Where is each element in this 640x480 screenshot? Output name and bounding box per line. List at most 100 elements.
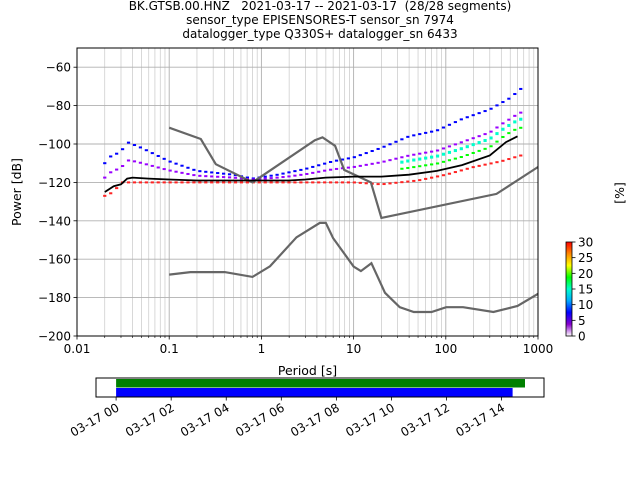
density-bin-lower xyxy=(210,181,214,184)
coverage-tick-label: 03-17 10 xyxy=(343,400,397,439)
density-bin-mid xyxy=(453,143,457,146)
density-bin-lower xyxy=(364,182,368,185)
density-bin-lower xyxy=(519,154,523,157)
density-bin-upper xyxy=(222,172,226,175)
density-bin-mid xyxy=(115,168,119,171)
density-bin-mid xyxy=(287,175,291,178)
density-bin-mid xyxy=(459,141,463,144)
density-bin-upper xyxy=(293,170,297,173)
density-bin-upper xyxy=(430,130,434,133)
density-bin-band xyxy=(489,136,493,140)
density-bin-band xyxy=(406,166,410,169)
colorbar-label: [%] xyxy=(612,182,627,204)
title-line-datalogger: datalogger_type Q330S+ datalogger_sn 643… xyxy=(182,27,458,41)
density-bin-upper xyxy=(328,160,333,163)
density-bin-mid xyxy=(150,164,154,167)
density-bin-band xyxy=(400,160,404,164)
density-bin-band xyxy=(453,157,457,160)
colorbar-tick-label: 15 xyxy=(578,283,593,297)
density-bin-lower xyxy=(394,181,398,184)
density-bin-upper xyxy=(334,159,339,162)
density-bin-band xyxy=(424,164,428,167)
density-bin-upper xyxy=(115,152,119,155)
x-axis: 0.01 0.1 1 10 100 1000 xyxy=(64,336,553,356)
density-bin-upper xyxy=(358,154,362,157)
density-bin-upper xyxy=(459,118,463,121)
density-bin-band xyxy=(501,127,505,131)
density-bin-mid xyxy=(305,172,309,175)
coverage-tick-label: 03-17 00 xyxy=(68,400,122,439)
data-coverage-axis: 03-17 00 03-17 02 03-17 04 03-17 06 03-17 08… xyxy=(68,377,545,440)
y-tick-label: −180 xyxy=(38,291,71,305)
density-bin-upper xyxy=(370,150,374,153)
density-bin-lower xyxy=(507,158,511,161)
density-bin-band xyxy=(441,152,446,156)
density-bin-lower xyxy=(293,181,297,184)
density-bin-lower xyxy=(328,181,333,184)
density-bin-upper xyxy=(418,133,422,136)
density-bin-upper xyxy=(245,176,249,179)
density-bin-band xyxy=(412,166,416,169)
y-tick-label: −60 xyxy=(46,61,71,75)
density-bin-upper xyxy=(120,148,125,151)
density-bin-lower xyxy=(382,183,386,186)
density-bin-upper xyxy=(210,171,214,174)
density-bin-lower xyxy=(156,181,160,184)
density-bin-upper xyxy=(489,107,493,110)
density-bin-mid xyxy=(239,177,244,180)
coverage-tick-label: 03-17 06 xyxy=(233,400,287,439)
density-bin-upper xyxy=(281,172,285,175)
density-bin-lower xyxy=(418,179,422,182)
density-bin-lower xyxy=(222,181,226,184)
y-axis-label: Power [dB] xyxy=(9,158,24,226)
density-bin-upper xyxy=(227,173,232,176)
density-bin-lower xyxy=(216,181,220,184)
density-bin-mid xyxy=(346,166,351,169)
density-bin-upper xyxy=(311,165,315,168)
density-bin-band xyxy=(465,145,469,149)
density-bin-upper xyxy=(382,145,386,148)
x-tick-label: 10 xyxy=(346,342,361,356)
x-tick-label: 100 xyxy=(434,342,457,356)
density-bin-band xyxy=(495,132,499,136)
density-bin-lower xyxy=(495,161,499,164)
density-bin-lower xyxy=(233,181,238,184)
density-bin-band xyxy=(471,143,475,147)
density-bin-lower xyxy=(352,181,356,184)
density-bin-mid xyxy=(251,178,255,181)
density-bin-band xyxy=(406,159,410,163)
density-bin-mid xyxy=(513,114,517,117)
density-bin-mid xyxy=(430,150,434,153)
density-bin-mid xyxy=(495,126,499,129)
title-line-network: BK.GTSB.00.HNZ 2021-03-17 -- 2021-03-17 … xyxy=(128,0,512,13)
density-bin-lower xyxy=(441,174,446,177)
density-bin-band xyxy=(483,139,487,143)
density-bin-upper xyxy=(138,146,143,149)
colorbar-tick-label: 0 xyxy=(578,330,586,344)
density-bin-lower xyxy=(227,181,232,184)
density-bin-mid xyxy=(435,149,440,152)
density-bin-lower xyxy=(388,182,392,185)
density-bin-mid xyxy=(489,130,493,133)
density-bin-lower xyxy=(346,181,351,184)
density-bin-band xyxy=(507,132,511,135)
density-bin-upper xyxy=(275,173,279,176)
density-bin-upper xyxy=(501,101,505,104)
density-bin-band xyxy=(465,154,469,157)
density-bin-band xyxy=(435,154,440,158)
density-bin-lower xyxy=(305,181,309,184)
density-bin-band xyxy=(471,151,475,154)
density-bin-upper xyxy=(287,171,291,174)
density-bin-upper xyxy=(144,149,148,152)
density-bin-mid xyxy=(370,162,374,165)
density-bin-mid xyxy=(186,172,190,175)
density-bin-lower xyxy=(453,171,457,174)
density-bin-band xyxy=(477,141,481,145)
density-bin-upper xyxy=(519,87,523,90)
density-bin-mid xyxy=(477,135,481,138)
density-bin-lower xyxy=(275,181,279,184)
density-bin-mid xyxy=(204,175,208,178)
density-bin-upper xyxy=(441,126,446,129)
density-bin-band xyxy=(447,159,452,162)
density-bin-lower xyxy=(483,163,487,166)
